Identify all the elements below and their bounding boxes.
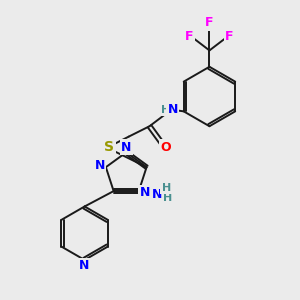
Text: F: F (225, 30, 234, 43)
Text: N: N (79, 260, 89, 272)
Text: S: S (104, 140, 114, 154)
Text: H: H (161, 105, 170, 115)
Text: N: N (121, 140, 131, 154)
Text: N: N (167, 103, 178, 116)
Text: H: H (163, 193, 172, 203)
Text: F: F (185, 30, 194, 43)
Text: O: O (160, 140, 171, 154)
Text: F: F (205, 16, 214, 29)
Text: N: N (95, 159, 105, 172)
Text: N: N (152, 188, 163, 201)
Text: H: H (162, 183, 171, 193)
Text: N: N (140, 186, 150, 199)
